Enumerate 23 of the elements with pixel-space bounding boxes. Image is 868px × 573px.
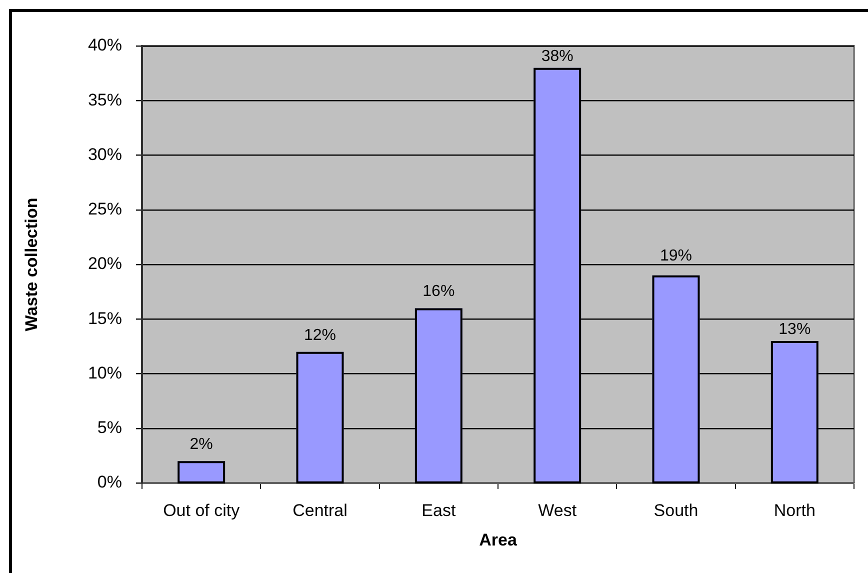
y-tick-label: 20% [88,254,122,274]
data-label: 13% [778,321,811,338]
x-tick-label: South [654,500,698,520]
data-label: 38% [541,48,574,65]
data-label: 2% [190,436,213,454]
x-tick-label: West [538,500,577,520]
y-tick-label: 10% [88,363,122,382]
x-tick-label: Central [292,500,348,520]
y-tick-label: 30% [88,144,122,164]
x-axis-title: Area [479,530,518,550]
x-tick-label: Out of city [163,500,240,520]
y-tick-label: 5% [97,418,122,438]
y-tick-label: 15% [88,308,122,328]
x-tick-label: East [422,500,456,520]
y-tick-label: 35% [88,90,122,110]
data-label: 19% [660,248,692,264]
data-label: 16% [422,283,455,300]
y-tick-label: 25% [88,200,122,219]
x-tick-label: North [774,500,816,520]
y-tick-label: 0% [97,472,122,492]
y-axis-title: Waste collection [22,198,41,332]
data-label: 12% [304,326,336,344]
y-tick-label: 40% [88,36,122,55]
